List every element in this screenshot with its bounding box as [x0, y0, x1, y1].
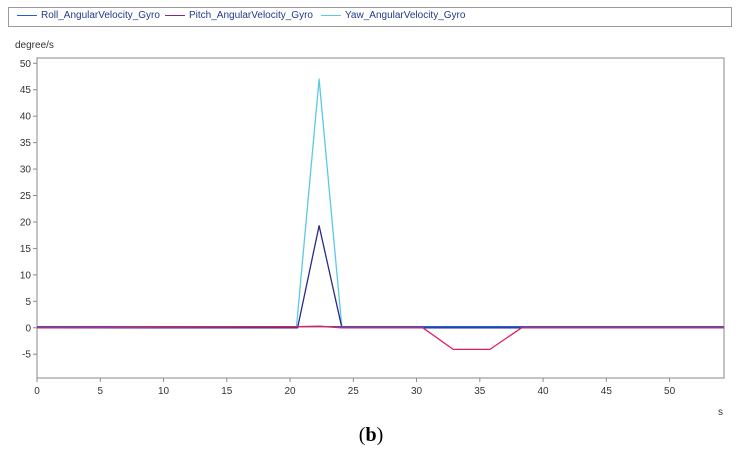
caption-close-paren: )	[376, 424, 384, 446]
x-tick-label: 20	[284, 386, 296, 397]
x-tick-label: 0	[34, 386, 40, 397]
y-tick-label: 15	[20, 244, 32, 255]
legend-item-yaw: Yaw_AngularVelocity_Gyro	[321, 10, 465, 21]
y-tick-label: 45	[20, 85, 32, 96]
y-tick-label: 35	[20, 138, 32, 149]
pitch-swatch	[165, 14, 185, 16]
x-axis: 0 5 10 15 20 25 30 35 40 45 50	[34, 378, 676, 397]
series-line-0	[37, 78, 724, 329]
y-tick-label: -5	[22, 350, 31, 361]
x-tick-label: 50	[664, 386, 676, 397]
y-tick-label: 5	[25, 297, 31, 308]
x-tick-label: 5	[97, 386, 103, 397]
x-tick-label: 10	[158, 386, 170, 397]
y-tick-label: 20	[20, 217, 32, 228]
legend-label-roll: Roll_AngularVelocity_Gyro	[41, 10, 160, 21]
y-tick-label: 30	[20, 165, 32, 176]
x-axis-unit: s	[718, 407, 723, 418]
y-axis-unit: degree/s	[15, 40, 54, 51]
y-tick-label: 40	[20, 112, 32, 123]
x-tick-label: 40	[538, 386, 550, 397]
legend-item-roll: Roll_AngularVelocity_Gyro	[17, 10, 160, 21]
legend-item-pitch: Pitch_AngularVelocity_Gyro	[165, 10, 313, 21]
caption-letter: b	[365, 424, 377, 446]
y-axis: -5 0 5 10 15 20 25 30 35 40 45 50	[20, 59, 37, 361]
yaw-swatch	[321, 14, 341, 16]
x-tick-label: 25	[348, 386, 360, 397]
y-tick-label: 25	[20, 191, 32, 202]
series-line-3	[36, 325, 724, 351]
figure-caption: (b)	[0, 424, 742, 447]
legend: Roll_AngularVelocity_Gyro Pitch_AngularV…	[8, 7, 732, 27]
y-tick-label: 50	[20, 59, 32, 70]
y-tick-label: 0	[25, 323, 31, 334]
legend-label-pitch: Pitch_AngularVelocity_Gyro	[189, 10, 313, 21]
y-tick-label: 10	[20, 270, 32, 281]
legend-label-yaw: Yaw_AngularVelocity_Gyro	[345, 10, 466, 21]
series-layer	[36, 78, 724, 351]
x-tick-label: 45	[601, 386, 613, 397]
x-tick-label: 30	[411, 386, 423, 397]
series-line-1	[37, 225, 724, 329]
x-tick-label: 15	[221, 386, 233, 397]
x-tick-label: 35	[474, 386, 486, 397]
roll-swatch	[17, 14, 37, 16]
caption-open-paren: (	[358, 424, 366, 446]
plot-area-frame	[36, 57, 725, 379]
